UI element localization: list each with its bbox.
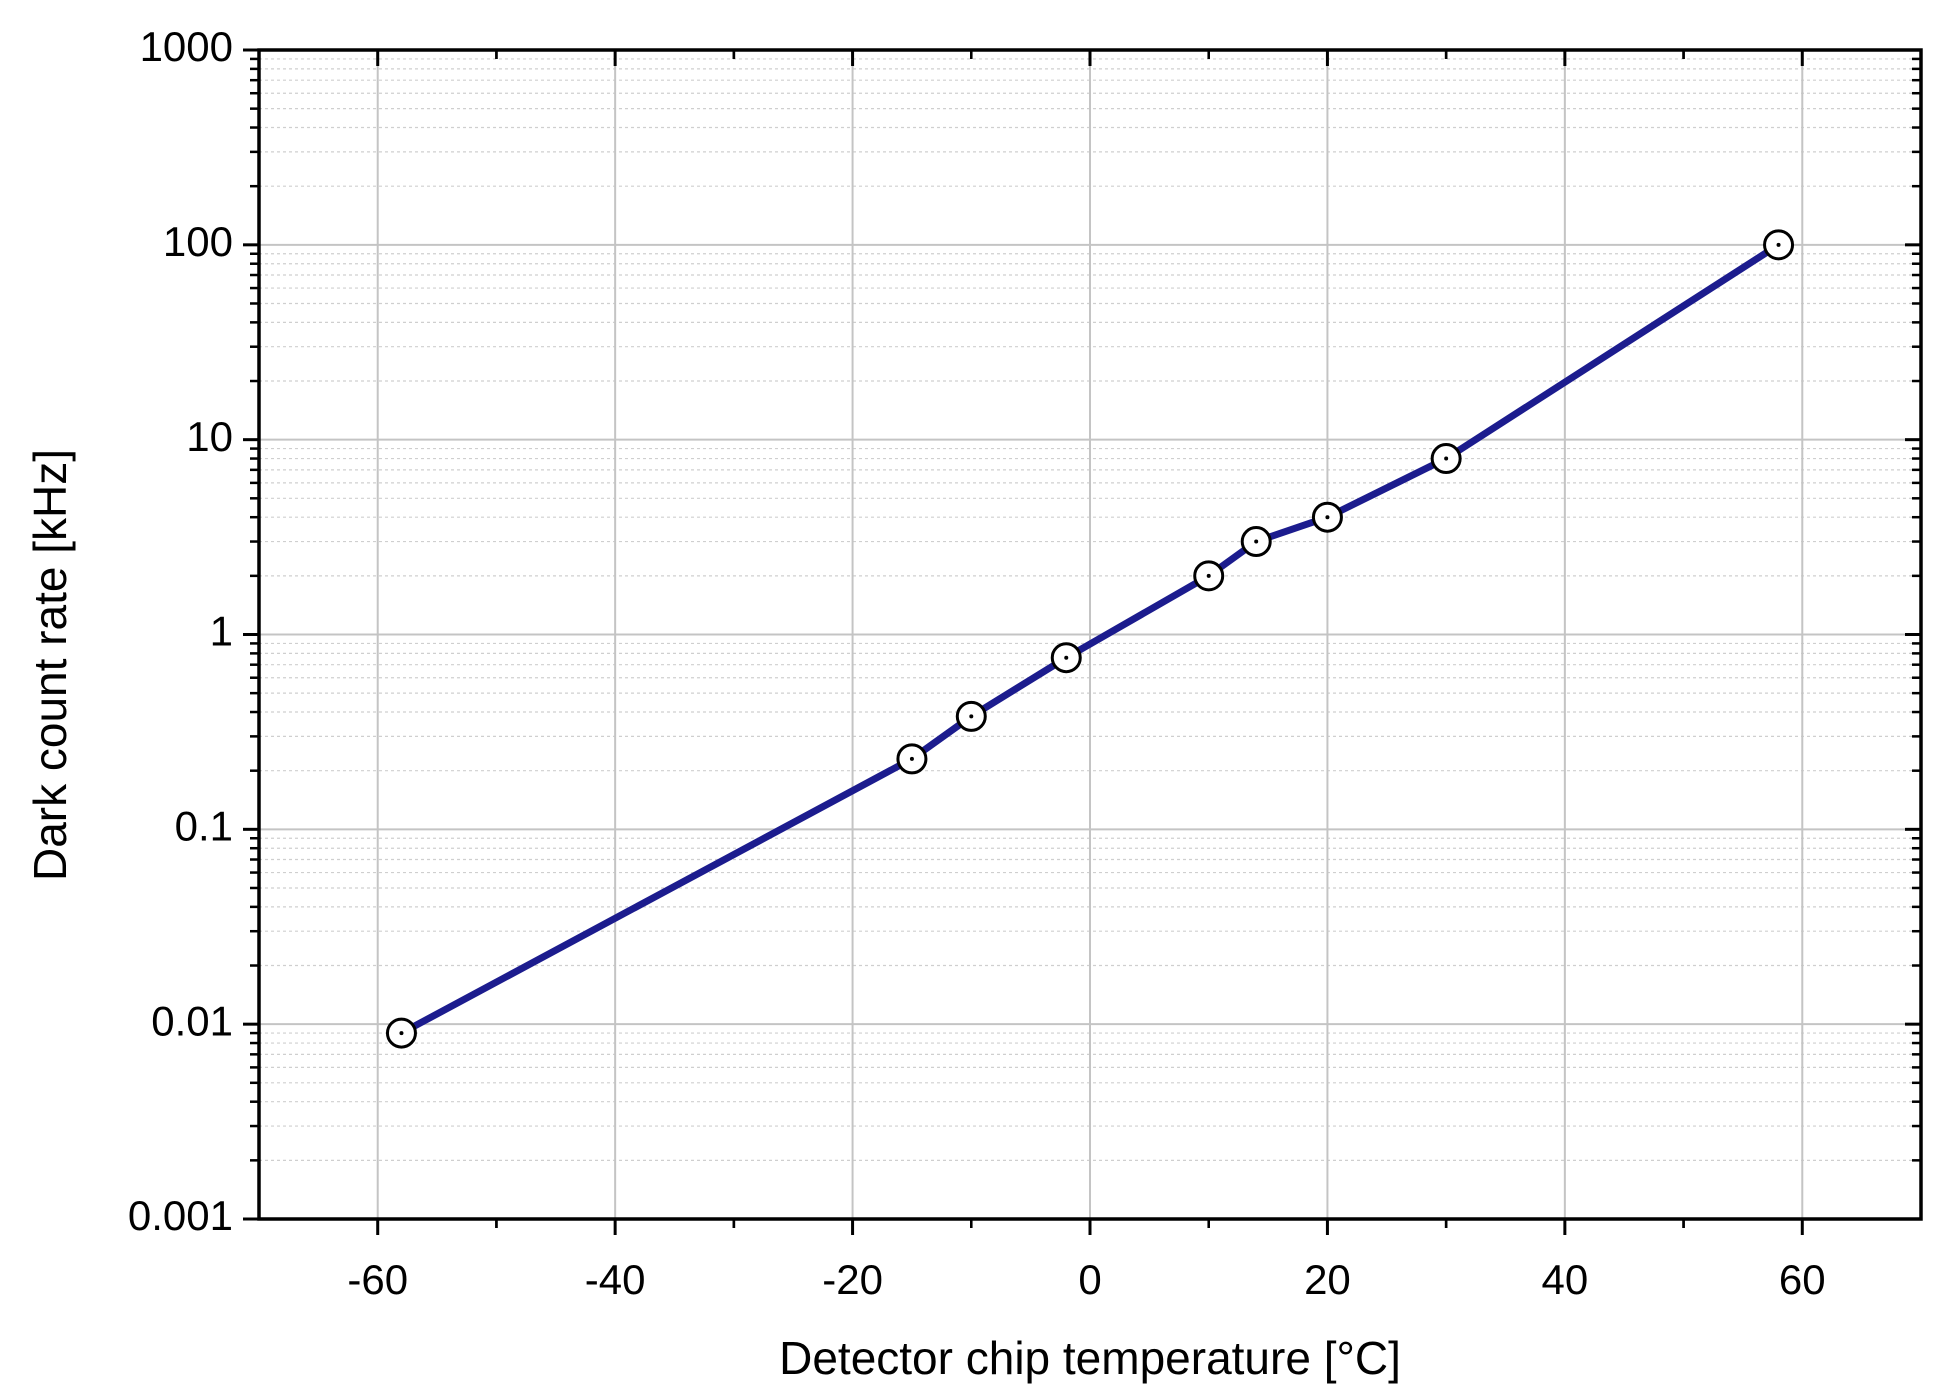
x-tick-label: 0 — [1078, 1256, 1101, 1303]
y-tick-label: 100 — [163, 218, 233, 265]
data-point-dot — [399, 1031, 404, 1036]
plot-frame — [257, 48, 1923, 1221]
data-point-dot — [1064, 655, 1069, 660]
data-point-dot — [1776, 242, 1781, 247]
data-point-dot — [1206, 573, 1211, 578]
x-tick-label: 20 — [1304, 1256, 1351, 1303]
data-point-dot — [969, 714, 974, 719]
y-axis-title: Dark count rate [kHz] — [24, 449, 76, 881]
x-tick-label: -40 — [585, 1256, 646, 1303]
y-tick-label: 0.1 — [175, 802, 233, 849]
x-tick-label: 60 — [1779, 1256, 1826, 1303]
x-tick-label: -20 — [822, 1256, 883, 1303]
x-tick-label: -60 — [347, 1256, 408, 1303]
x-axis-title: Detector chip temperature [°C] — [779, 1332, 1401, 1384]
y-tick-label: 1000 — [140, 23, 233, 70]
y-tick-label: 0.001 — [128, 1192, 233, 1239]
data-point-dot — [1325, 515, 1330, 520]
data-point-dot — [909, 756, 914, 761]
x-tick-label: 40 — [1541, 1256, 1588, 1303]
data-point-dot — [1444, 456, 1449, 461]
y-tick-label: 10 — [186, 413, 233, 460]
data-point-dot — [1254, 539, 1259, 544]
y-tick-label: 1 — [210, 608, 233, 655]
y-tick-label: 0.01 — [151, 997, 233, 1044]
